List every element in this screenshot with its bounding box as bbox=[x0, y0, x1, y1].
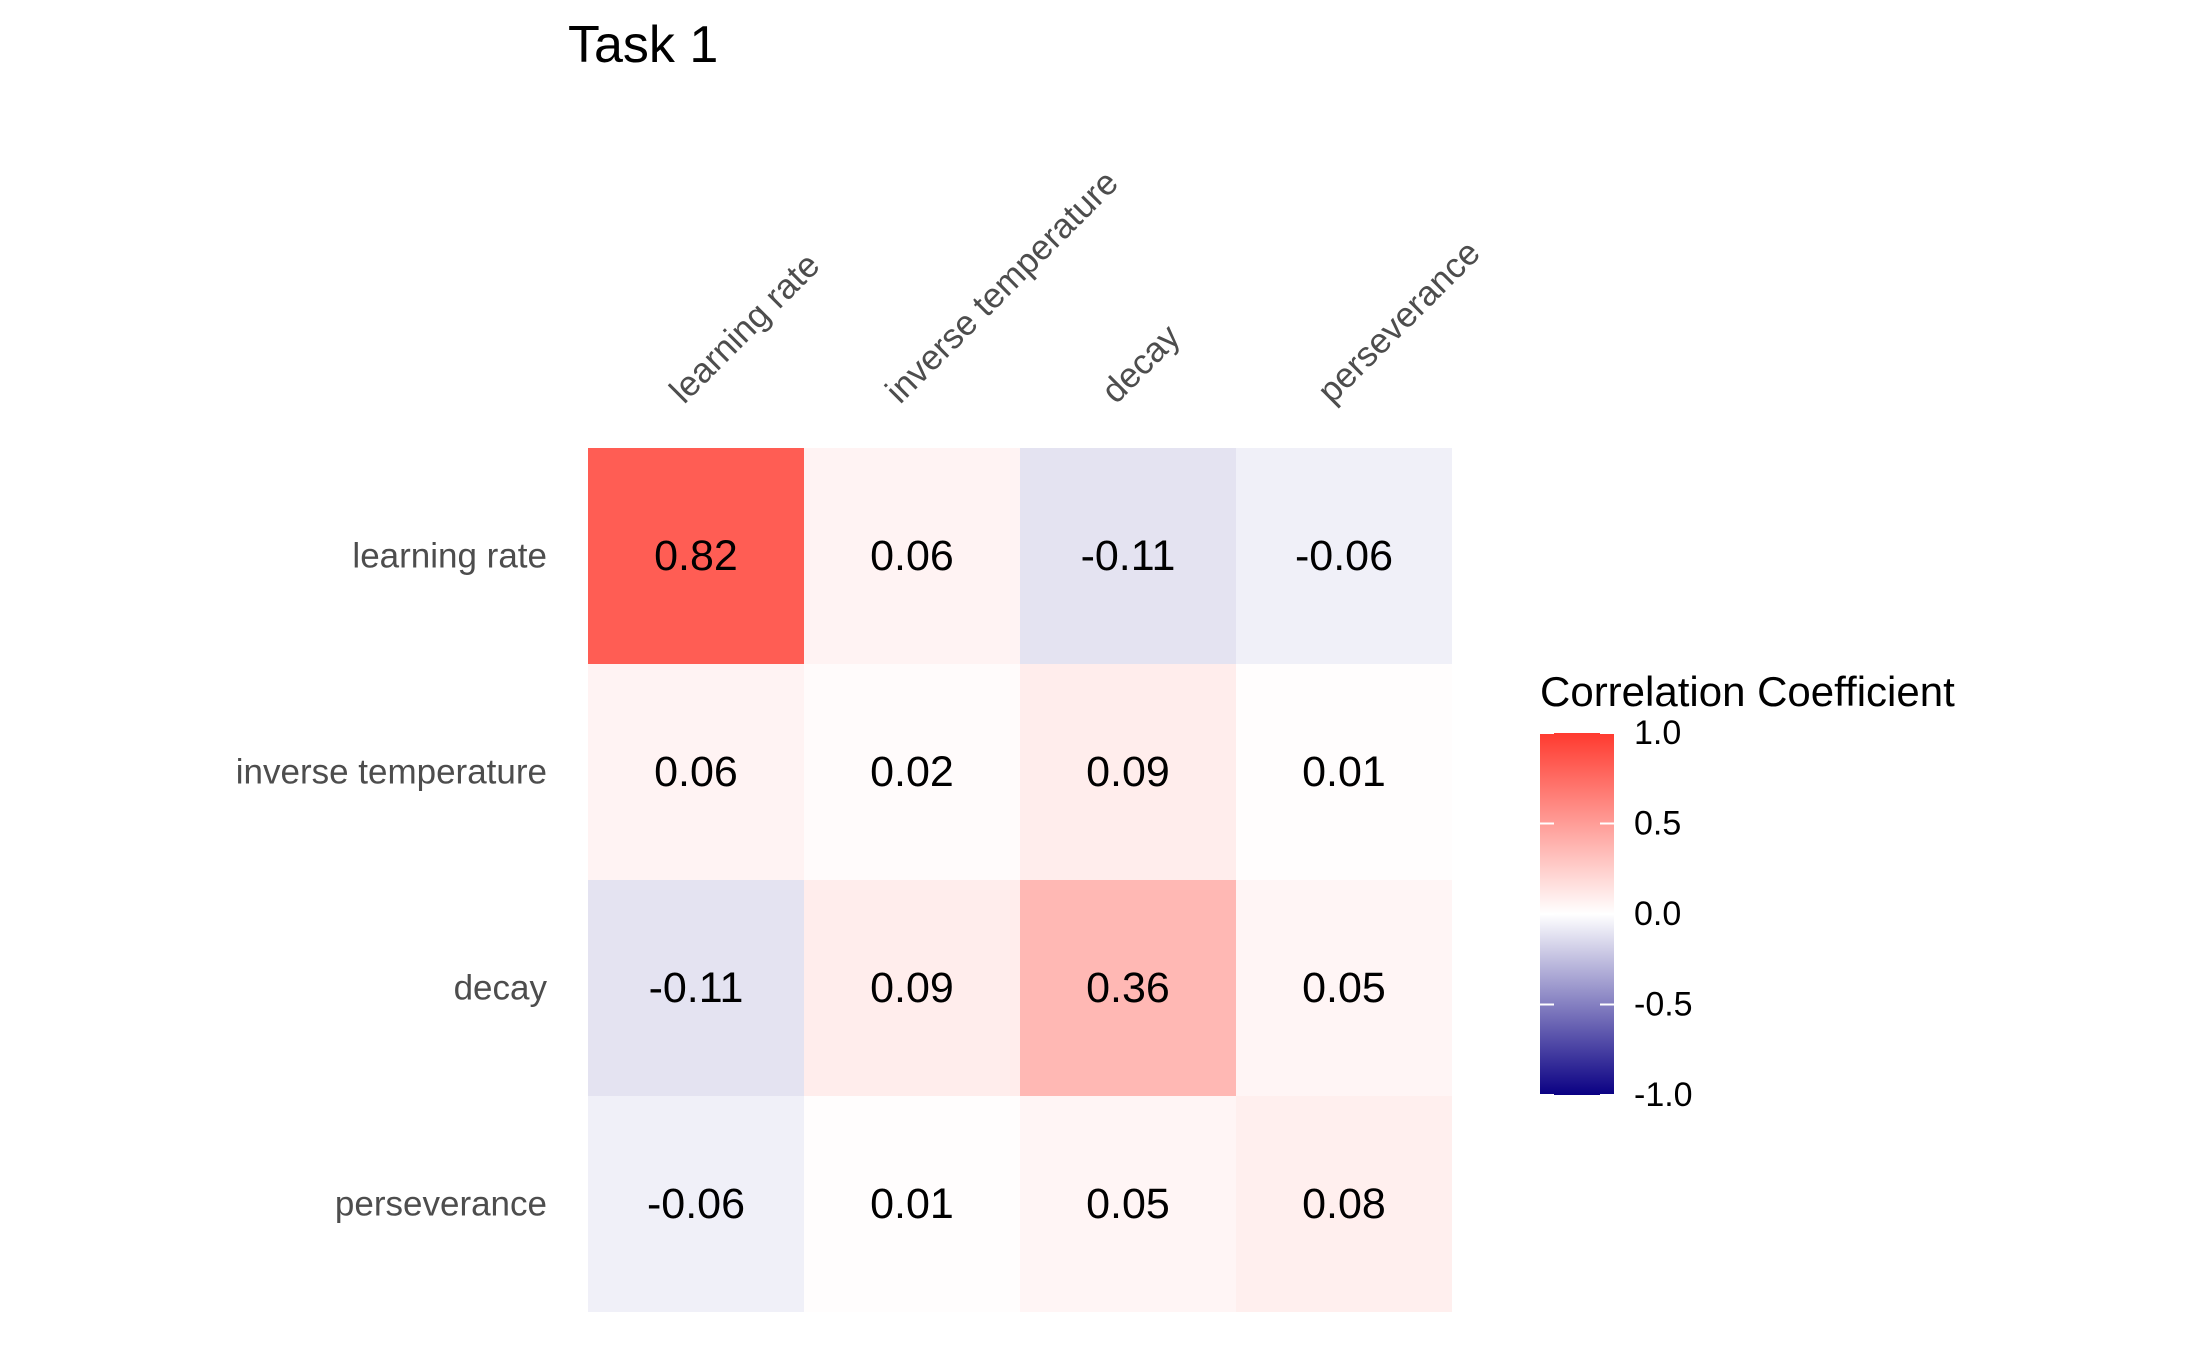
cell-value-label-perseverance-learning-rate: -0.06 bbox=[647, 1180, 745, 1228]
heatmap-cell-perseverance-learning-rate bbox=[588, 1096, 804, 1312]
row-label-inverse-temperature: inverse temperature bbox=[236, 753, 547, 792]
heatmap-cell-learning-rate-learning-rate bbox=[588, 448, 804, 664]
heatmap-cell-inverse-temperature-learning-rate bbox=[588, 664, 804, 880]
heatmap-cell-learning-rate-decay bbox=[1020, 448, 1236, 664]
cell-value-label-learning-rate-perseverance: -0.06 bbox=[1295, 532, 1393, 580]
row-labels: learning rate inverse temperature decay per… bbox=[236, 537, 548, 1224]
cell-value-label-decay-perseverance: 0.05 bbox=[1302, 964, 1386, 1012]
cell-value-label-learning-rate-decay: -0.11 bbox=[1081, 532, 1176, 580]
row-label-perseverance: perseverance bbox=[335, 1185, 547, 1224]
column-label-decay: decay bbox=[1094, 317, 1188, 411]
legend-tick-label: 0.0 bbox=[1634, 895, 1681, 933]
cell-value-label-perseverance-perseverance: 0.08 bbox=[1302, 1180, 1386, 1228]
column-label-learning-rate: learning rate bbox=[662, 245, 827, 410]
cell-value-label-learning-rate-inverse-temperature: 0.06 bbox=[870, 532, 954, 580]
heatmap-cell-perseverance-perseverance bbox=[1236, 1096, 1452, 1312]
heatmap-cells bbox=[588, 448, 1452, 1312]
cell-value-label-inverse-temperature-decay: 0.09 bbox=[1086, 748, 1170, 796]
heatmap-cell-perseverance-inverse-temperature bbox=[804, 1096, 1020, 1312]
legend-ticks: 1.0 0.5 0.0 -0.5 -1.0 bbox=[1540, 714, 1693, 1114]
legend-tick-label: 0.5 bbox=[1634, 805, 1681, 843]
heatmap-cell-decay-perseverance bbox=[1236, 880, 1452, 1096]
heatmap-cell-learning-rate-perseverance bbox=[1236, 448, 1452, 664]
color-legend: Correlation Coefficient 1.0 0.5 0.0 -0.5 -1.… bbox=[1540, 668, 1955, 1114]
heatmap-cell-decay-inverse-temperature bbox=[804, 880, 1020, 1096]
column-label-perseverance: perseverance bbox=[1310, 233, 1488, 411]
heatmap-cell-decay-decay bbox=[1020, 880, 1236, 1096]
heatmap-cell-inverse-temperature-inverse-temperature bbox=[804, 664, 1020, 880]
row-label-decay: decay bbox=[454, 969, 548, 1008]
cell-value-label-inverse-temperature-perseverance: 0.01 bbox=[1302, 748, 1386, 796]
legend-title: Correlation Coefficient bbox=[1540, 668, 1955, 715]
heatmap-cell-inverse-temperature-perseverance bbox=[1236, 664, 1452, 880]
row-label-learning-rate: learning rate bbox=[352, 537, 547, 576]
legend-tick-label: 1.0 bbox=[1634, 714, 1681, 752]
cell-value-label-inverse-temperature-inverse-temperature: 0.02 bbox=[870, 748, 954, 796]
heatmap-cell-inverse-temperature-decay bbox=[1020, 664, 1236, 880]
cell-value-label-decay-inverse-temperature: 0.09 bbox=[870, 964, 954, 1012]
column-label-inverse-temperature: inverse temperature bbox=[878, 163, 1126, 411]
chart-title: Task 1 bbox=[568, 16, 718, 74]
heatmap-cell-perseverance-decay bbox=[1020, 1096, 1236, 1312]
heatmap-cell-learning-rate-inverse-temperature bbox=[804, 448, 1020, 664]
cell-value-label-learning-rate-learning-rate: 0.82 bbox=[654, 532, 738, 580]
heatmap-cell-decay-learning-rate bbox=[588, 880, 804, 1096]
legend-tick-label: -1.0 bbox=[1634, 1076, 1693, 1114]
heatmap-cell-labels: 0.82 0.06 -0.11 -0.06 0.06 0.02 0.09 0.01 -0.11 0… bbox=[647, 532, 1393, 1228]
cell-value-label-decay-decay: 0.36 bbox=[1086, 964, 1170, 1012]
cell-value-label-perseverance-inverse-temperature: 0.01 bbox=[870, 1180, 954, 1228]
cell-value-label-perseverance-decay: 0.05 bbox=[1086, 1180, 1170, 1228]
legend-tick-label: -0.5 bbox=[1634, 986, 1693, 1024]
cell-value-label-decay-learning-rate: -0.11 bbox=[649, 964, 744, 1012]
cell-value-label-inverse-temperature-learning-rate: 0.06 bbox=[654, 748, 738, 796]
